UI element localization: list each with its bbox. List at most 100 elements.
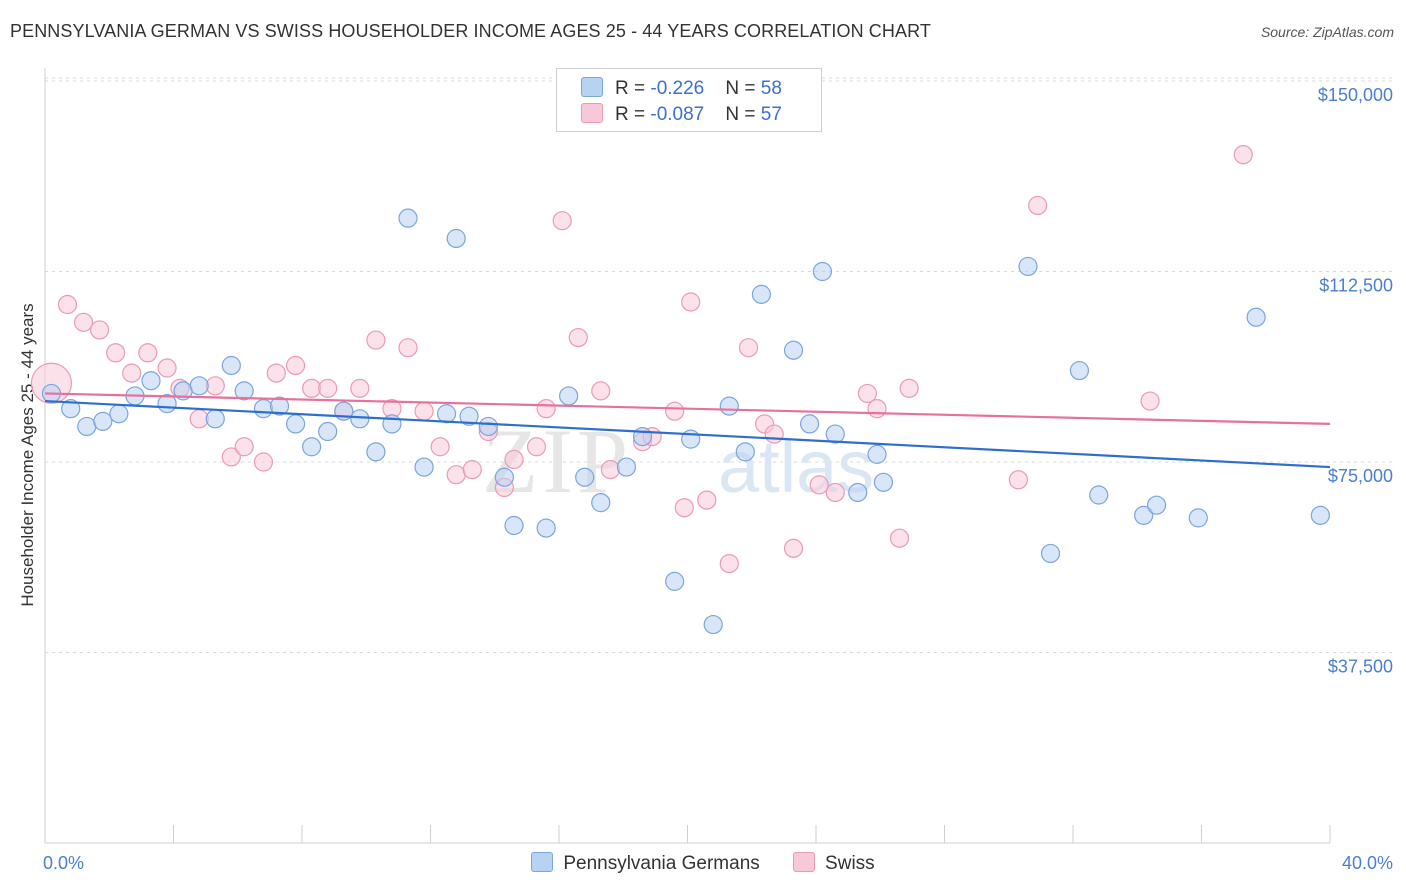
legend-r-value: -0.226 — [650, 78, 705, 99]
legend-label-pennsylvania-germans: Pennsylvania Germans — [563, 853, 760, 874]
data-point — [825, 482, 845, 503]
data-point — [73, 312, 94, 332]
data-point — [1310, 505, 1330, 525]
legend-n-value: 58 — [760, 78, 782, 99]
data-point — [504, 515, 524, 536]
legend-row-swiss: R = -0.087 N = 57 — [581, 103, 782, 126]
data-point — [61, 399, 81, 419]
data-point — [783, 340, 804, 360]
data-point — [269, 396, 290, 416]
data-point — [366, 442, 386, 462]
legend-r-label: R = — [615, 104, 651, 125]
data-point — [234, 381, 254, 401]
data-point — [526, 437, 547, 457]
data-point — [825, 424, 845, 444]
data-point — [764, 424, 784, 444]
data-point — [889, 528, 910, 548]
data-point — [430, 437, 450, 457]
data-point — [899, 378, 919, 398]
y-tick-label: $112,500 — [1319, 276, 1393, 296]
data-point — [436, 404, 457, 424]
legend-swatch-pink — [793, 852, 816, 872]
trend-lines — [44, 392, 1331, 469]
data-point — [109, 404, 129, 424]
grid-lines — [45, 77, 1395, 653]
data-point — [719, 396, 739, 416]
data-point — [1233, 145, 1253, 165]
data-point — [735, 442, 755, 462]
data-point — [57, 294, 78, 315]
data-point — [93, 411, 113, 431]
data-point — [398, 338, 418, 358]
data-point — [665, 401, 685, 421]
legend-swatch-blue — [531, 852, 554, 872]
data-point — [205, 409, 225, 429]
data-point — [462, 460, 482, 480]
data-point — [266, 363, 286, 383]
legend-n-label: N = — [725, 104, 761, 125]
x-tick-label: 40.0% — [1342, 853, 1393, 873]
data-point — [616, 457, 637, 477]
trend-line-pennsylvania-germans — [44, 399, 1331, 469]
data-point — [665, 571, 685, 591]
data-point — [350, 409, 370, 429]
axes — [44, 68, 1331, 844]
data-point — [366, 330, 386, 350]
legend-swatch-blue — [581, 77, 603, 97]
data-point — [681, 292, 701, 312]
data-point — [1040, 543, 1061, 564]
data-point — [591, 381, 611, 401]
data-point — [285, 414, 306, 434]
y-tick-labels: $37,500 $75,000 $112,500 $150,000 — [1318, 85, 1393, 677]
data-point — [446, 465, 466, 485]
data-point — [459, 406, 479, 426]
data-point — [122, 363, 142, 383]
series-pennsylvania-germans-points — [41, 208, 1330, 635]
data-point — [189, 409, 209, 429]
data-point — [568, 327, 588, 348]
legend-item-pennsylvania-germans: Pennsylvania Germans — [531, 852, 760, 875]
legend-r-value: -0.087 — [650, 104, 705, 125]
data-point — [1146, 495, 1167, 515]
data-point — [1008, 470, 1028, 490]
data-point — [478, 416, 498, 437]
data-point — [221, 447, 241, 467]
data-point — [559, 386, 579, 406]
data-point — [253, 452, 274, 472]
data-point — [302, 437, 322, 457]
data-point — [738, 338, 759, 358]
y-tick-label: $75,000 — [1328, 466, 1393, 486]
data-point — [414, 457, 434, 477]
data-point — [318, 421, 338, 442]
data-point — [697, 490, 717, 510]
data-point — [1188, 508, 1208, 528]
data-point — [809, 475, 829, 495]
data-point — [77, 416, 97, 437]
data-point — [446, 228, 466, 249]
data-point — [221, 355, 241, 376]
data-point — [494, 467, 514, 487]
data-point — [90, 320, 110, 340]
data-point — [1089, 485, 1109, 505]
data-point — [1069, 360, 1090, 381]
data-point — [141, 371, 161, 391]
correlation-legend: R = -0.226 N = 58 R = -0.087 N = 57 — [556, 68, 822, 132]
data-point — [1018, 256, 1038, 277]
data-point — [536, 399, 556, 419]
data-point — [253, 399, 274, 419]
legend-label-swiss: Swiss — [825, 853, 875, 874]
data-point — [873, 472, 894, 492]
data-point — [205, 376, 225, 396]
data-point — [867, 399, 887, 419]
legend-r-label: R = — [615, 78, 651, 99]
data-point — [318, 378, 338, 398]
data-point — [719, 553, 739, 574]
data-point — [1028, 195, 1048, 216]
chart-title: PENNSYLVANIA GERMAN VS SWISS HOUSEHOLDER… — [10, 21, 931, 41]
y-tick-label: $150,000 — [1318, 85, 1393, 105]
data-point — [398, 208, 418, 228]
data-point — [703, 614, 723, 635]
data-point — [350, 378, 370, 398]
data-point — [575, 467, 595, 487]
